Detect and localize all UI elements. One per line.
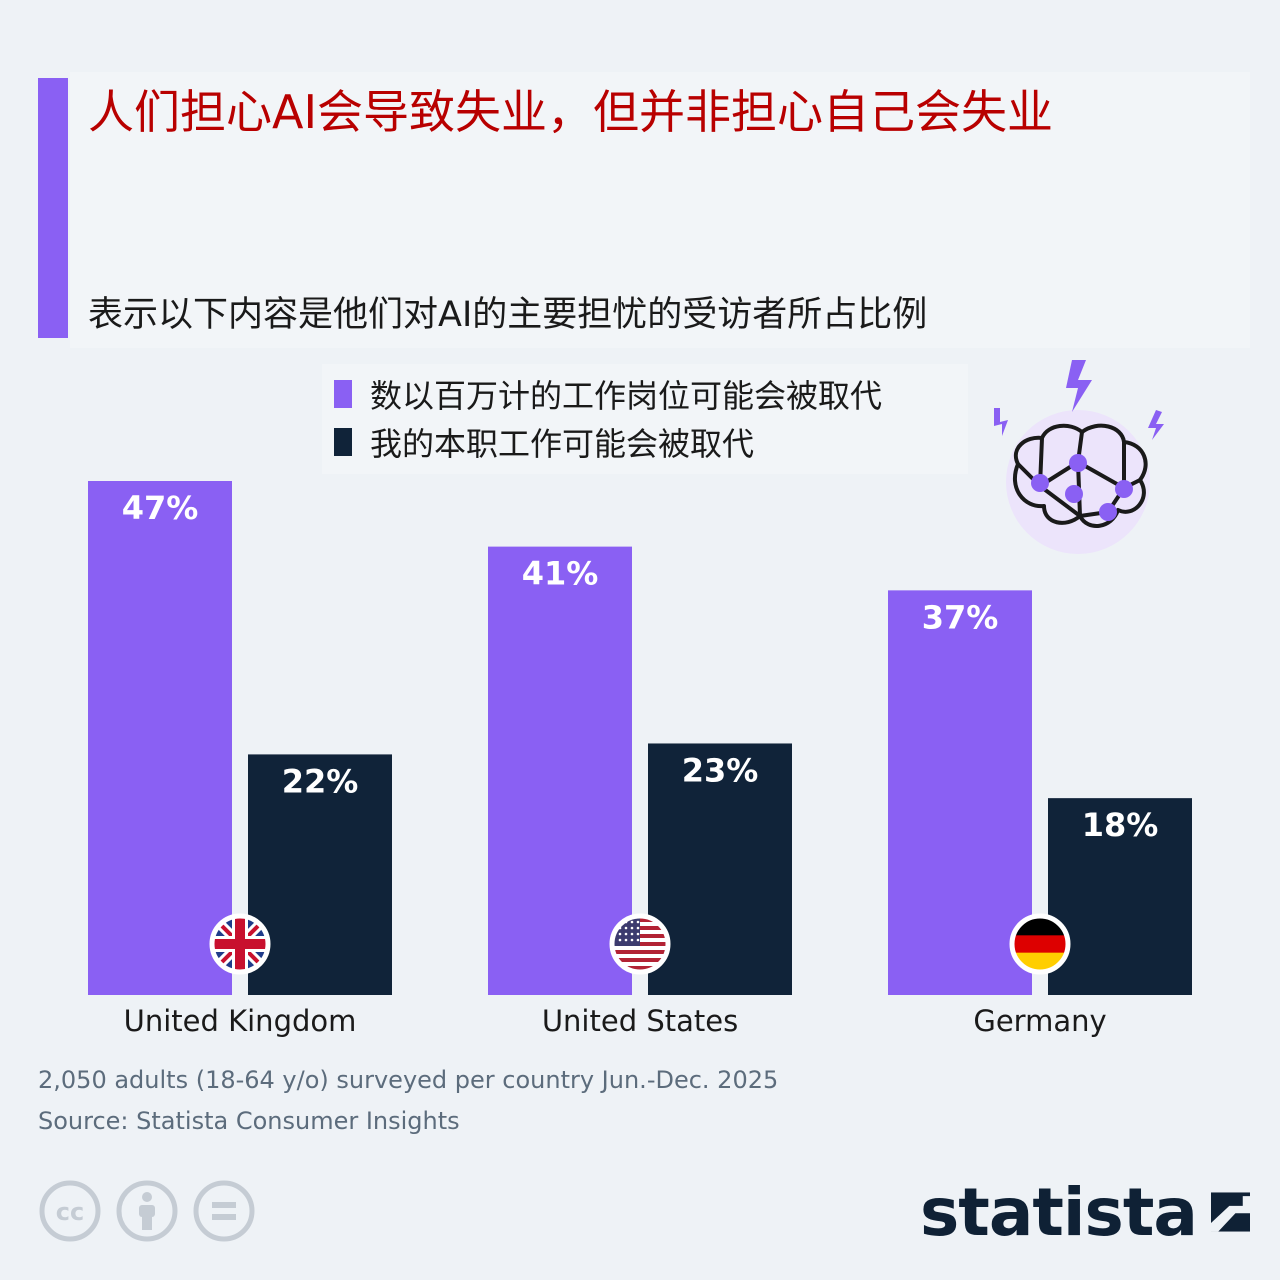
bar-millions-jobs-germany xyxy=(888,590,1032,995)
legend-swatch xyxy=(334,380,352,408)
germany-flag-icon xyxy=(1009,913,1071,975)
creative-commons-icon: cc xyxy=(39,1180,101,1242)
category-label: United States xyxy=(542,1004,738,1038)
svg-text:cc: cc xyxy=(56,1198,84,1226)
no-derivatives-icon xyxy=(193,1180,255,1242)
source-note: Source: Statista Consumer Insights xyxy=(38,1107,460,1135)
legend-swatch xyxy=(334,428,352,456)
legend-item-series-2: 我的本职工作可能会被取代 xyxy=(334,420,754,464)
chart-subtitle: 表示以下内容是他们对AI的主要担忧的受访者所占比例 xyxy=(88,295,928,335)
bar-millions-jobs-united-states xyxy=(488,546,632,995)
uk-flag-icon xyxy=(209,913,271,975)
data-label: 41% xyxy=(522,555,599,593)
us-flag-icon xyxy=(609,913,671,975)
chart-title: 人们担心AI会导致失业，但并非担心自己会失业 xyxy=(88,85,1054,139)
data-label: 47% xyxy=(122,489,199,527)
license-icons: cc xyxy=(39,1180,255,1242)
bar-millions-jobs-united-kingdom xyxy=(88,481,232,995)
survey-note: 2,050 adults (18-64 y/o) surveyed per co… xyxy=(38,1066,779,1094)
header-panel xyxy=(70,72,1250,348)
category-label: United Kingdom xyxy=(124,1004,357,1038)
legend-label: 数以百万计的工作岗位可能会被取代 xyxy=(370,377,883,415)
category-label: Germany xyxy=(973,1004,1106,1038)
brand-wordmark: statista xyxy=(920,1173,1198,1251)
bar-own-job-united-kingdom xyxy=(248,754,392,995)
legend-label: 我的本职工作可能会被取代 xyxy=(370,425,755,463)
data-label: 23% xyxy=(682,751,759,789)
data-label: 22% xyxy=(282,762,359,800)
data-label: 37% xyxy=(922,598,999,636)
accent-bar xyxy=(38,78,68,338)
statista-logo-icon xyxy=(1210,1192,1250,1232)
statista-logo: statista xyxy=(920,1172,1250,1252)
bar-own-job-germany xyxy=(1048,798,1192,995)
bar-own-job-united-states xyxy=(648,743,792,995)
data-label: 18% xyxy=(1082,806,1159,844)
legend: 数以百万计的工作岗位可能会被取代 我的本职工作可能会被取代 xyxy=(322,364,968,474)
legend-item-series-1: 数以百万计的工作岗位可能会被取代 xyxy=(334,372,882,416)
attribution-icon xyxy=(116,1180,178,1242)
bar-chart: 47% 22% United Kingdom 41% 23% United States 3… xyxy=(88,481,1192,1038)
ai-brain-icon xyxy=(994,360,1164,554)
